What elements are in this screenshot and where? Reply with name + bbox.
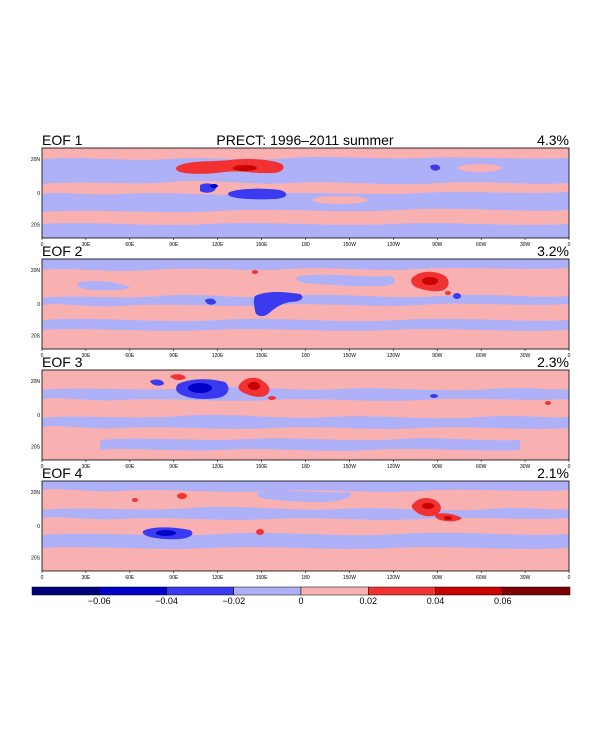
lon-tick-label: 180 <box>301 464 310 470</box>
lon-tick-label: 180 <box>301 353 310 359</box>
lon-tick-label: 150E <box>256 575 268 581</box>
lon-tick-label: 30W <box>520 464 531 470</box>
lon-tick-label: 0 <box>568 464 571 470</box>
lon-tick-label: 90W <box>432 464 443 470</box>
lon-tick-label: 30E <box>81 464 91 470</box>
lon-tick-label: 0 <box>568 353 571 359</box>
panel-label: EOF 4 <box>42 465 83 481</box>
lon-tick-label: 30W <box>520 242 531 248</box>
colorbar-bin <box>233 586 302 596</box>
colorbar-bin <box>435 586 503 596</box>
colorbar-tick-label: −0.02 <box>222 596 245 606</box>
lon-tick-label: 120W <box>387 242 400 248</box>
figure-title: PRECT: 1996–2011 summer <box>216 132 393 148</box>
colorbar-bin <box>502 586 571 596</box>
lon-tick-label: 120E <box>212 575 224 581</box>
lon-tick-label: 90W <box>432 575 443 581</box>
lon-tick-label: 120W <box>387 575 400 581</box>
lon-tick-label: 60E <box>125 242 135 248</box>
lon-tick-label: 120E <box>212 353 224 359</box>
lat-tick-label: 0 <box>37 524 40 530</box>
colorbar-bin <box>31 586 100 596</box>
lon-tick-label: 60E <box>125 464 135 470</box>
lon-tick-label: 0 <box>41 464 44 470</box>
lon-tick-label: 120E <box>212 464 224 470</box>
colorbar-tick-label: 0 <box>298 596 303 606</box>
lon-tick-label: 60W <box>476 575 487 581</box>
lon-tick-label: 150E <box>256 353 268 359</box>
panel-eof-1: EOF 1 4.3% <box>41 132 570 239</box>
lon-tick-label: 180 <box>301 242 310 248</box>
field-map <box>42 259 569 349</box>
lon-tick-label: 90E <box>169 464 179 470</box>
lon-tick-label: 30W <box>520 575 531 581</box>
field-map <box>42 370 569 460</box>
lon-tick-label: 0 <box>41 575 44 581</box>
lon-tick-label: 60W <box>476 242 487 248</box>
lon-tick-label: 90E <box>169 353 179 359</box>
lon-tick-label: 90E <box>169 575 179 581</box>
panel-label: EOF 1 <box>42 132 83 148</box>
panel-eof-2: EOF 2 3.2% <box>41 243 570 350</box>
lon-tick-label: 150W <box>343 575 356 581</box>
lon-tick-label: 150W <box>343 464 356 470</box>
panel-label: EOF 2 <box>42 243 83 259</box>
lon-tick-label: 0 <box>41 353 44 359</box>
panel-variance: 2.1% <box>537 465 569 481</box>
lat-tick-label: 20N <box>31 490 41 496</box>
lon-tick-label: 30E <box>81 575 91 581</box>
colorbar-tick-label: −0.04 <box>155 596 178 606</box>
lon-tick-label: 120E <box>212 242 224 248</box>
lon-tick-label: 120W <box>387 353 400 359</box>
lat-tick-label: 0 <box>37 191 40 197</box>
lat-tick-label: 20N <box>31 379 41 385</box>
panel-variance: 4.3% <box>537 132 569 148</box>
lat-tick-label: 20N <box>31 268 41 274</box>
lon-tick-label: 90W <box>432 353 443 359</box>
panel-variance: 2.3% <box>537 354 569 370</box>
lat-tick-label: 20S <box>31 223 41 229</box>
lat-tick-label: 20S <box>31 334 41 340</box>
colorbar-bin <box>368 586 436 596</box>
lat-tick-label: 20S <box>31 556 41 562</box>
lon-tick-label: 150W <box>343 353 356 359</box>
lat-tick-label: 0 <box>37 302 40 308</box>
panel-label: EOF 3 <box>42 354 83 370</box>
colorbar-tick-label: 0.02 <box>359 596 377 606</box>
lon-tick-label: 60W <box>476 464 487 470</box>
panel-variance: 3.2% <box>537 243 569 259</box>
lon-tick-label: 60W <box>476 353 487 359</box>
lon-tick-label: 150E <box>256 242 268 248</box>
lon-tick-label: 30E <box>81 353 91 359</box>
lon-tick-label: 120W <box>387 464 400 470</box>
lon-tick-label: 150W <box>343 242 356 248</box>
lon-tick-label: 0 <box>568 242 571 248</box>
colorbar-bin <box>166 586 234 596</box>
colorbar-bin <box>99 586 167 596</box>
colorbar-tick-label: 0.06 <box>494 596 512 606</box>
lat-tick-label: 20N <box>31 157 41 163</box>
field-map <box>42 148 569 238</box>
lon-tick-label: 0 <box>41 242 44 248</box>
panel-eof-3: EOF 3 2.3% <box>41 354 570 461</box>
tick-labels: 0 30E 60E 90E 120E 150E 180 150W 120W 90W 60W 30W 02… <box>31 157 571 581</box>
lon-tick-label: 60E <box>125 575 135 581</box>
lat-tick-label: 0 <box>37 413 40 419</box>
lon-tick-label: 90E <box>169 242 179 248</box>
colorbar: −0.06 −0.04 −0.02 0 0.02 0.04 0.06 <box>31 586 571 606</box>
colorbar-tick-label: 0.04 <box>427 596 445 606</box>
lon-tick-label: 150E <box>256 464 268 470</box>
lon-tick-label: 90W <box>432 242 443 248</box>
colorbar-tick-label: −0.06 <box>88 596 111 606</box>
lon-tick-label: 0 <box>568 575 571 581</box>
lon-tick-label: 60E <box>125 353 135 359</box>
field-map <box>42 481 569 571</box>
colorbar-bin <box>300 586 369 596</box>
lon-tick-label: 30E <box>81 242 91 248</box>
lat-tick-label: 20S <box>31 445 41 451</box>
panel-eof-4: EOF 4 2.1% <box>41 465 570 572</box>
lon-tick-label: 30W <box>520 353 531 359</box>
lon-tick-label: 180 <box>301 575 310 581</box>
